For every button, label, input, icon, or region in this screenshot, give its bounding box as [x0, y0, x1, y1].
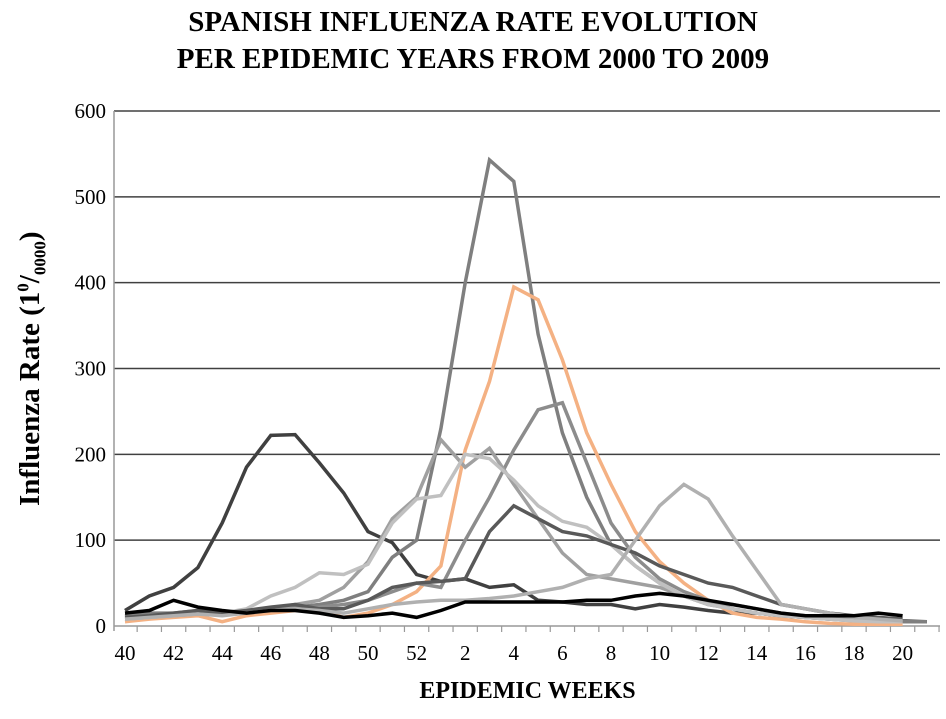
y-tick-label: 400 [75, 271, 107, 295]
x-tick-label: 8 [606, 641, 617, 665]
x-tick-label: 46 [260, 641, 281, 665]
x-tick-label: 4 [509, 641, 520, 665]
x-tick-label: 44 [212, 641, 234, 665]
series-line-4 [124, 400, 903, 624]
y-tick-label: 300 [75, 357, 107, 381]
y-tick-label: 0 [96, 614, 107, 638]
x-tick-label: 12 [698, 641, 719, 665]
title-line-1: SPANISH INFLUENZA RATE EVOLUTION [188, 6, 758, 38]
y-tick-label: 200 [75, 442, 107, 466]
series-line-6 [124, 452, 903, 624]
x-tick-label: 10 [649, 641, 670, 665]
x-axis-label: EPIDEMIC WEEKS [419, 678, 636, 704]
title-line-2: PER EPIDEMIC YEARS FROM 2000 TO 2009 [176, 43, 770, 75]
y-tick-label: 600 [75, 99, 107, 123]
x-tick-label: 14 [746, 641, 768, 665]
x-tick-label: 18 [844, 641, 865, 665]
x-tick-label: 48 [309, 641, 330, 665]
x-tick-label: 20 [892, 641, 913, 665]
x-tick-label: 2 [460, 641, 471, 665]
x-tick-label: 6 [557, 641, 568, 665]
x-tick-label: 50 [358, 641, 379, 665]
x-tick-label: 16 [795, 641, 816, 665]
y-tick-label: 500 [75, 185, 107, 209]
x-tick-label: 42 [163, 641, 184, 665]
y-tick-label: 100 [75, 528, 107, 552]
x-tick-label: 40 [115, 641, 136, 665]
y-axis-label: Influenza Rate (10/0000) [13, 231, 50, 506]
series-line-9 [124, 591, 903, 620]
series-line-2 [124, 156, 927, 624]
series-line-7 [124, 503, 903, 621]
chart-title: SPANISH INFLUENZA RATE EVOLUTION PER EPI… [0, 4, 946, 78]
series-line-3 [124, 284, 903, 627]
x-tick-label: 52 [406, 641, 427, 665]
